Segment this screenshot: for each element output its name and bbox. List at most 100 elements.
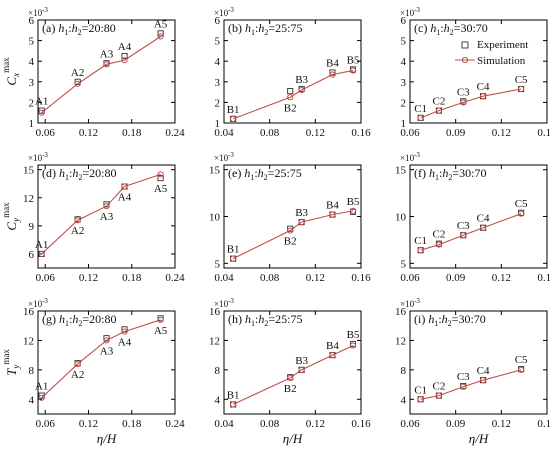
y-tick-label: 6 bbox=[29, 15, 35, 27]
simulation-point bbox=[518, 85, 525, 93]
simulation-point bbox=[417, 396, 424, 403]
y-tick-label: 16 bbox=[209, 306, 221, 318]
x-tick-label: 0.06 bbox=[36, 272, 56, 284]
simulation-point bbox=[298, 366, 305, 373]
exponent-label: ×10-3 bbox=[214, 151, 234, 163]
y-tick-label: 4 bbox=[215, 56, 221, 68]
simulation-point bbox=[329, 71, 336, 78]
case-label: A1 bbox=[35, 239, 48, 251]
simulation-point bbox=[435, 241, 443, 248]
simulation-point bbox=[298, 219, 305, 226]
case-label: B3 bbox=[295, 355, 308, 367]
simulation-point bbox=[121, 328, 128, 335]
y-tick-label: 6 bbox=[401, 15, 407, 27]
exponent-base: ×10 bbox=[28, 153, 43, 163]
case-label: A4 bbox=[118, 41, 132, 53]
panel-title: (b) h1:h2=25:75 bbox=[228, 21, 302, 37]
x-tick-label: 0.12 bbox=[492, 272, 511, 284]
x-tick-label: 0.06 bbox=[36, 127, 56, 139]
simulation-point bbox=[460, 232, 467, 239]
exponent-power: -3 bbox=[414, 151, 420, 159]
experiment-point bbox=[103, 335, 110, 342]
title-h2: h bbox=[72, 312, 78, 326]
x-tick-label: 0.08 bbox=[260, 272, 280, 284]
case-label: B3 bbox=[295, 74, 308, 86]
case-label: A5 bbox=[154, 325, 168, 337]
title-colon: : bbox=[68, 21, 71, 35]
x-tick-label: 0.16 bbox=[351, 127, 371, 139]
simulation-point bbox=[157, 316, 164, 323]
simulation-point bbox=[329, 352, 336, 359]
x-tick-label: 0.12 bbox=[79, 127, 98, 139]
x-tick-label: 0.06 bbox=[36, 418, 56, 430]
y-tick-label: 4 bbox=[215, 394, 221, 406]
x-tick-label: 0.15 bbox=[537, 418, 550, 430]
title-ratio: =25:75 bbox=[268, 312, 302, 326]
panel-tag: (i) bbox=[414, 312, 428, 326]
case-label: C5 bbox=[515, 198, 528, 210]
title-colon: : bbox=[69, 166, 72, 180]
x-tick-label: 0.04 bbox=[214, 272, 234, 284]
title-sub2: 2 bbox=[448, 319, 452, 328]
simulation-line bbox=[420, 213, 522, 251]
title-ratio: =20:80 bbox=[82, 312, 116, 326]
x-tick-label: 0.08 bbox=[260, 127, 280, 139]
y-tick-label: 6 bbox=[215, 15, 221, 27]
y-tick-label: 10 bbox=[209, 212, 221, 224]
simulation-line bbox=[232, 345, 354, 405]
panel-title: (g) h1:h2=20:80 bbox=[42, 312, 116, 328]
y-tick-label: 16 bbox=[395, 306, 407, 318]
title-colon: : bbox=[69, 312, 72, 326]
simulation-point bbox=[460, 383, 467, 390]
panel-tag: (e) bbox=[228, 166, 244, 180]
exponent-power: -3 bbox=[228, 297, 234, 305]
title-sub1: 1 bbox=[65, 173, 69, 182]
y-tick-label: 4 bbox=[401, 394, 407, 406]
panel-title: (i) h1:h2=30:70 bbox=[414, 312, 486, 328]
panel-tag: (g) bbox=[42, 312, 59, 326]
title-h1: h bbox=[245, 21, 251, 35]
exponent-base: ×10 bbox=[214, 299, 229, 309]
title-sub2: 2 bbox=[448, 173, 452, 182]
title-sub2: 2 bbox=[78, 173, 82, 182]
title-sub2: 2 bbox=[78, 28, 82, 37]
experiment-point bbox=[287, 88, 294, 95]
y-tick-label: 12 bbox=[395, 335, 406, 347]
simulation-point bbox=[518, 366, 525, 373]
title-h2: h bbox=[442, 312, 448, 326]
y-tick-label: 9 bbox=[29, 221, 35, 233]
case-label: B5 bbox=[347, 329, 360, 341]
y-tick-label: 8 bbox=[29, 365, 35, 377]
case-label: B1 bbox=[227, 104, 240, 116]
exponent-label: ×10-3 bbox=[214, 6, 234, 18]
simulation-point bbox=[287, 227, 294, 234]
y-label-main: C bbox=[4, 77, 19, 86]
exponent-label: ×10-3 bbox=[214, 297, 234, 309]
title-colon: : bbox=[255, 21, 258, 35]
simulation-point bbox=[38, 250, 45, 258]
y-tick-label: 5 bbox=[401, 258, 407, 270]
title-colon: : bbox=[440, 21, 443, 35]
title-ratio: =20:80 bbox=[82, 21, 116, 35]
simulation-point bbox=[287, 94, 294, 101]
exponent-label: ×10-3 bbox=[400, 151, 420, 163]
x-tick-label: 0.09 bbox=[446, 127, 466, 139]
simulation-point bbox=[349, 207, 357, 214]
panel-title: (f) h1:h2=30:70 bbox=[414, 166, 486, 182]
exponent-label: ×10-3 bbox=[400, 6, 420, 18]
simulation-point bbox=[38, 394, 45, 401]
panel-tag: (f) bbox=[414, 166, 429, 180]
experiment-point bbox=[74, 78, 81, 85]
title-h1: h bbox=[245, 312, 251, 326]
x-tick-label: 0.15 bbox=[537, 127, 550, 139]
x-tick-label: 0.12 bbox=[306, 418, 325, 430]
y-axis-label-row-3: Tymax bbox=[1, 349, 21, 376]
exponent-power: -3 bbox=[414, 297, 420, 305]
y-tick-label: 8 bbox=[215, 365, 221, 377]
panel-title: (e) h1:h2=25:75 bbox=[228, 166, 302, 182]
